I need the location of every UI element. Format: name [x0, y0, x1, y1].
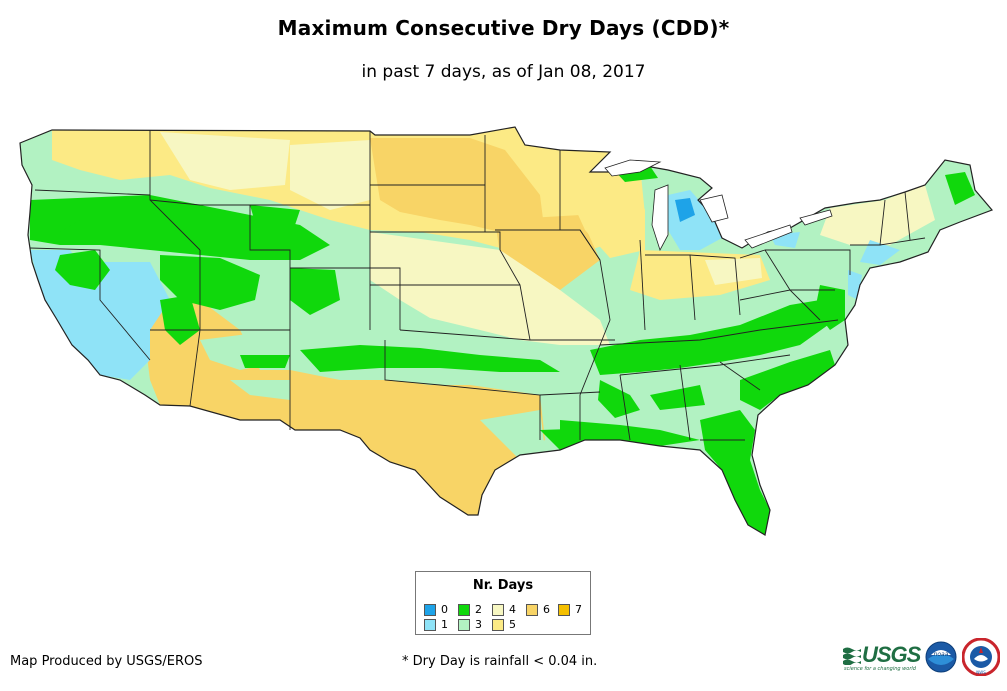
legend-label: 4: [509, 603, 516, 616]
dry-day-footnote: * Dry Day is rainfall < 0.04 in.: [402, 654, 598, 669]
legend-label: 5: [509, 618, 516, 631]
legend-label: 2: [475, 603, 482, 616]
legend-swatch: [458, 603, 470, 616]
legend-swatch: [424, 603, 436, 616]
usgs-wave-icon: [843, 647, 861, 665]
legend-swatch: [458, 618, 470, 631]
legend-item-1: 1: [424, 618, 448, 631]
map-legend: Nr. Days 0 1 2 3 4 5 6 7: [415, 571, 591, 635]
legend-label: 3: [475, 618, 482, 631]
legend-title: Nr. Days: [472, 578, 534, 593]
legend-item-4: 4: [492, 603, 516, 616]
legend-swatch: [558, 603, 570, 616]
legend-swatch: [424, 618, 436, 631]
legend-item-6: 6: [526, 603, 550, 616]
nws-text: NWS: [976, 670, 986, 675]
legend-label: 0: [441, 603, 448, 616]
legend-item-0: 0: [424, 603, 448, 616]
noaa-logo: noaa: [925, 641, 957, 673]
usgs-wordmark: USGS: [862, 642, 921, 667]
usgs-logo: USGS science for a changing world: [843, 642, 921, 672]
nws-logo: NWS: [962, 638, 1000, 676]
map-title: Maximum Consecutive Dry Days (CDD)*: [277, 16, 730, 40]
legend-swatch: [492, 603, 504, 616]
map-subtitle: in past 7 days, as of Jan 08, 2017: [361, 62, 646, 82]
legend-item-2: 2: [458, 603, 482, 616]
legend-label: 7: [575, 603, 582, 616]
legend-label: 1: [441, 618, 448, 631]
map-credit: Map Produced by USGS/EROS: [10, 654, 203, 669]
legend-swatch: [526, 603, 538, 616]
legend-item-7: 7: [558, 603, 582, 616]
legend-item-5: 5: [492, 618, 516, 631]
legend-swatch: [492, 618, 504, 631]
legend-label: 6: [543, 603, 550, 616]
legend-item-3: 3: [458, 618, 482, 631]
noaa-text: noaa: [934, 651, 949, 658]
usgs-tagline: science for a changing world: [844, 666, 916, 672]
